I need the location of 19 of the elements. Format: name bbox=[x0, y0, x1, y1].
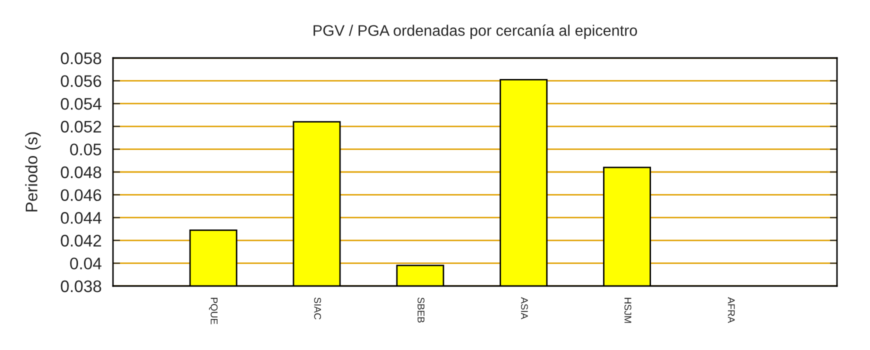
y-axis-title: Periodo (s) bbox=[25, 132, 41, 212]
y-tick-label: 0.042 bbox=[60, 234, 102, 247]
y-tick-label: 0.056 bbox=[60, 75, 102, 88]
x-tick-label: HSJM bbox=[624, 298, 632, 323]
y-tick-label: 0.048 bbox=[60, 166, 102, 178]
y-tick-label: 0.058 bbox=[60, 52, 102, 64]
x-tick-label: SIAC bbox=[314, 298, 322, 320]
y-tick-label: 0.04 bbox=[70, 258, 102, 270]
y-tick-label: 0.054 bbox=[60, 98, 102, 110]
x-tick-label: ASIA bbox=[521, 297, 528, 320]
y-tick-label: 0.038 bbox=[60, 280, 102, 292]
y-tick-label: 0.044 bbox=[60, 212, 102, 224]
y-tick-label: 0.046 bbox=[60, 189, 102, 202]
x-tick-label: AFRA bbox=[728, 297, 735, 324]
x-tick-label: SBEB bbox=[418, 298, 424, 323]
y-tick-label: 0.05 bbox=[70, 144, 102, 156]
y-tick-label: 0.052 bbox=[60, 120, 102, 133]
chart-title: PGV / PGA ordenadas por cercanía al epicentro bbox=[314, 24, 638, 39]
x-tick-label: PQUE bbox=[208, 298, 218, 324]
